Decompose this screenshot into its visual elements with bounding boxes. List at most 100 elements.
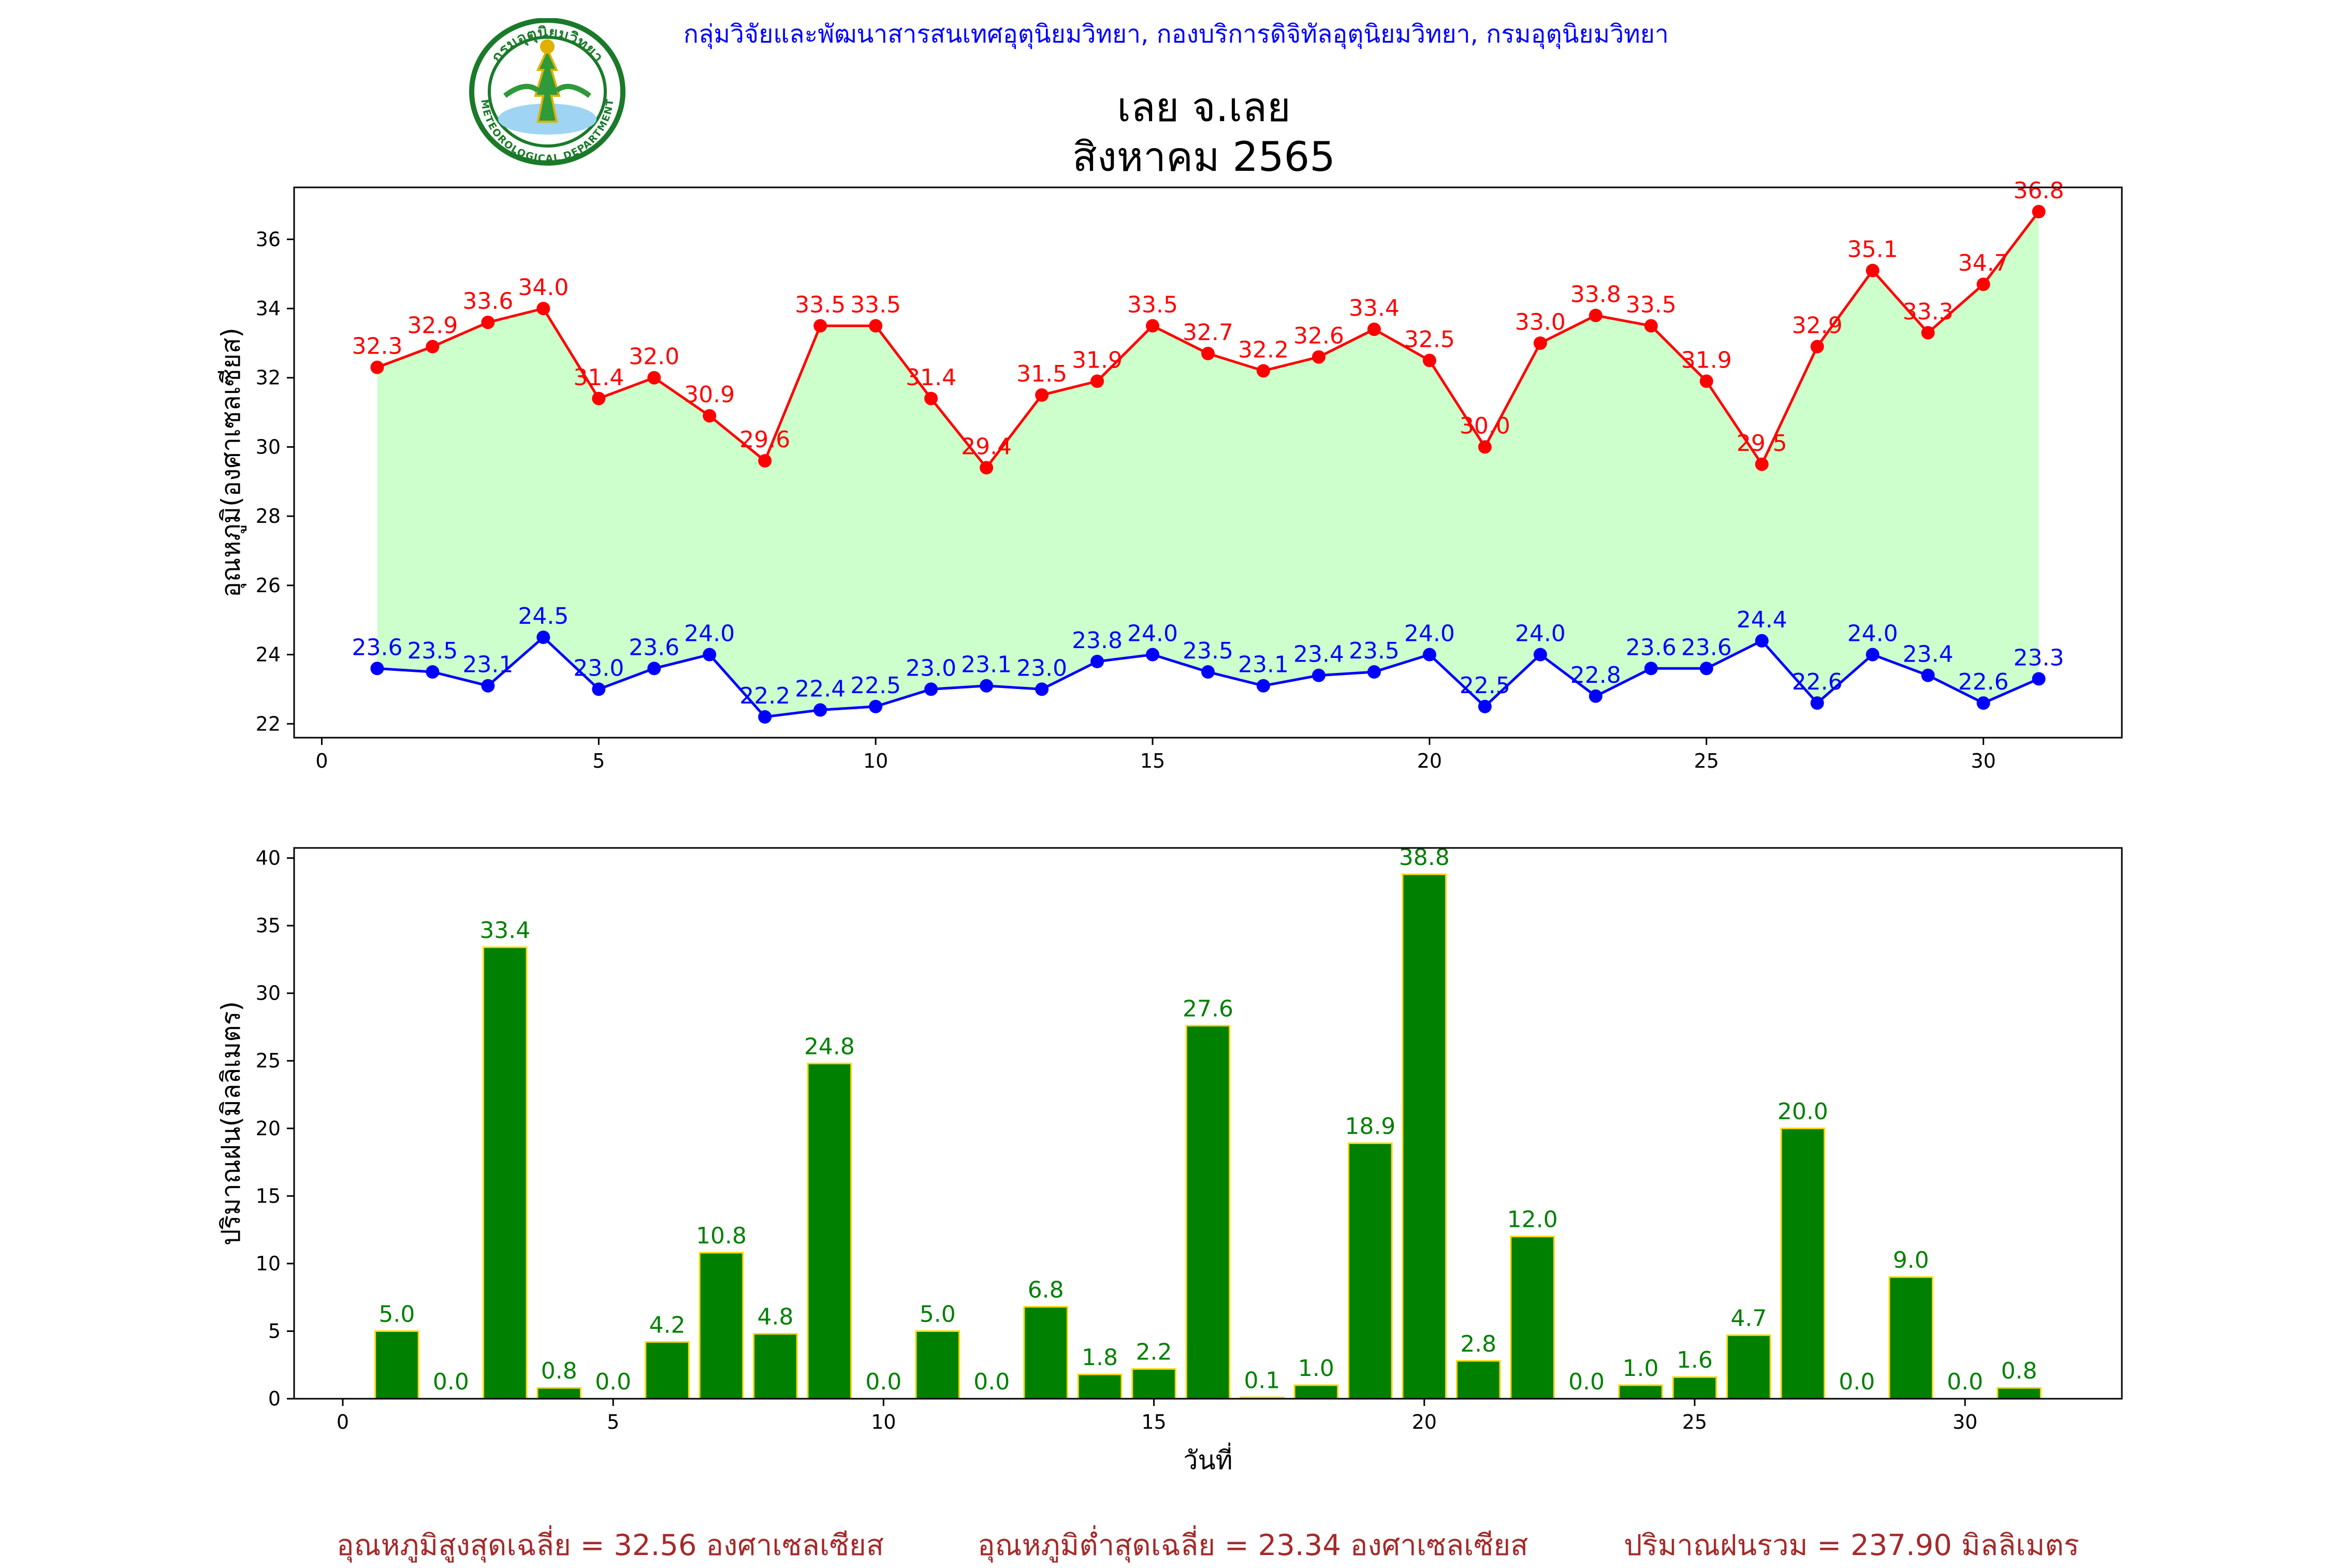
min-temperature-value-label: 24.0 [1515, 621, 1566, 647]
rainfall-value-label: 0.8 [541, 1358, 577, 1384]
min-temperature-point [536, 631, 550, 644]
rainfall-bar [1726, 1334, 1771, 1400]
max-temperature-point [1035, 388, 1049, 402]
rainfall-value-label: 0.0 [1568, 1369, 1605, 1395]
temp-y-tick-label: 34 [256, 297, 281, 320]
rainfall-value-label: 1.6 [1677, 1347, 1713, 1373]
min-temperature-point [647, 662, 661, 676]
rainfall-value-label: 9.0 [1893, 1247, 1929, 1273]
max-temperature-value-label: 33.5 [795, 291, 846, 318]
min-temperature-value-label: 22.5 [850, 672, 901, 699]
min-temperature-point [1810, 696, 1824, 710]
rainfall-bar [645, 1341, 690, 1400]
min-temperature-value-label: 23.6 [1681, 634, 1732, 661]
rainfall-bar [1510, 1236, 1555, 1400]
max-temperature-point [1755, 457, 1769, 471]
max-temperature-point [647, 371, 661, 385]
max-temperature-point [1589, 309, 1603, 323]
max-temperature-point [1921, 326, 1935, 340]
rain-x-tick-label: 25 [1682, 1411, 1707, 1433]
max-temperature-point [1312, 350, 1326, 364]
max-temperature-point [758, 454, 772, 468]
rainfall-bar [374, 1330, 419, 1400]
rainfall-value-label: 0.0 [1839, 1369, 1875, 1395]
max-temperature-value-label: 31.9 [1681, 347, 1732, 373]
max-temperature-point [1090, 374, 1104, 388]
rainfall-value-label: 0.0 [973, 1369, 1010, 1395]
max-temperature-point [1146, 319, 1160, 333]
max-temperature-value-label: 32.3 [352, 333, 402, 360]
min-temperature-point [1256, 679, 1270, 693]
min-temperature-point [758, 710, 772, 724]
max-temperature-value-label: 32.9 [1792, 313, 1843, 339]
max-temperature-point [536, 301, 550, 315]
min-temperature-value-label: 22.6 [1958, 669, 2009, 695]
max-temperature-value-label: 32.2 [1238, 336, 1289, 363]
max-temperature-value-label: 33.8 [1570, 281, 1621, 307]
max-temperature-value-label: 29.4 [961, 434, 1012, 460]
rainfall-bar [1131, 1368, 1176, 1400]
rainfall-value-label: 5.0 [378, 1301, 415, 1327]
rain-y-tick-label: 10 [256, 1252, 281, 1275]
rainfall-value-label: 0.0 [595, 1369, 631, 1395]
min-temperature-point [1644, 662, 1658, 676]
rainfall-value-label: 24.8 [804, 1033, 855, 1060]
rainfall-bar [1455, 1360, 1501, 1400]
min-temperature-point [1921, 668, 1935, 682]
min-temperature-value-label: 23.0 [573, 655, 624, 681]
rainfall-value-label: 4.2 [649, 1312, 686, 1338]
rainfall-chart: 0 5 10 15 20 25 30 0 5 10 15 20 25 30 35 40 5.0 0.0 33.4 0.… [216, 844, 2123, 1475]
rain-x-tick-label: 20 [1412, 1411, 1437, 1433]
temp-x-tick-label: 15 [1140, 750, 1165, 772]
rainfall-bar [1888, 1276, 1933, 1400]
total-rainfall: ปริมาณฝนรวม = 237.90 มิลลิเมตร [1624, 1529, 2079, 1562]
min-temperature-value-label: 23.1 [1238, 652, 1289, 678]
temperature-range-fill [377, 211, 2039, 717]
max-temperature-value-label: 31.4 [573, 364, 624, 391]
rainfall-plot-frame [293, 847, 2123, 1400]
max-temperature-value-label: 34.7 [1958, 250, 2009, 276]
min-temperature-value-label: 24.4 [1737, 607, 1787, 633]
rainfall-bar [1997, 1387, 2042, 1400]
temp-x-tick-label: 30 [1971, 750, 1996, 772]
min-temperature-value-label: 23.0 [1016, 655, 1067, 681]
max-temperature-value-label: 32.6 [1293, 323, 1344, 349]
rainfall-x-axis-label: วันที่ [1183, 1443, 1232, 1475]
min-temperature-point [481, 679, 495, 693]
min-temperature-point [1201, 665, 1215, 679]
max-temperature-value-label: 30.9 [684, 382, 735, 408]
rain-x-tick-label: 10 [871, 1411, 896, 1433]
chart-title: เลย จ.เลย สิงหาคม 2565 [699, 83, 1709, 182]
min-temperature-value-label: 24.0 [1127, 621, 1178, 647]
min-temperature-point [1146, 648, 1160, 662]
average-min-temperature: อุณหภูมิต่ำสุดเฉลี่ย = 23.34 องศาเซลเซีย… [978, 1529, 1528, 1562]
max-temperature-value-label: 33.5 [1127, 291, 1178, 318]
rainfall-value-label: 0.0 [1947, 1369, 1983, 1395]
rainfall-value-label: 1.0 [1623, 1355, 1659, 1382]
min-temperature-point [1422, 648, 1436, 662]
max-temperature-value-label: 32.5 [1404, 326, 1455, 353]
min-temperature-point [1090, 654, 1104, 668]
temp-x-tick-label: 0 [315, 750, 328, 772]
rainfall-value-label: 0.1 [1244, 1367, 1280, 1394]
min-temperature-point [1367, 665, 1381, 679]
min-temperature-value-label: 23.5 [407, 638, 458, 664]
max-temperature-point [1866, 263, 1880, 277]
max-temperature-point [426, 340, 440, 354]
min-temperature-value-label: 23.0 [906, 655, 956, 681]
rainfall-bar [807, 1062, 852, 1400]
max-temperature-value-label: 33.6 [462, 288, 513, 315]
max-temperature-value-label: 34.0 [518, 274, 569, 301]
max-temperature-point [703, 409, 717, 423]
min-temperature-value-label: 23.6 [629, 634, 679, 661]
min-temperature-point [980, 679, 994, 693]
rainfall-bar [1348, 1142, 1393, 1400]
min-temperature-value-label: 22.5 [1460, 672, 1510, 699]
rain-y-tick-label: 35 [256, 914, 281, 937]
temp-x-tick-label: 20 [1417, 750, 1442, 772]
max-temperature-point [1976, 277, 1990, 291]
max-temperature-value-label: 32.9 [407, 313, 458, 339]
min-temperature-point [1866, 648, 1880, 662]
max-temperature-value-label: 32.0 [629, 344, 679, 370]
rainfall-value-label: 4.8 [758, 1304, 794, 1330]
